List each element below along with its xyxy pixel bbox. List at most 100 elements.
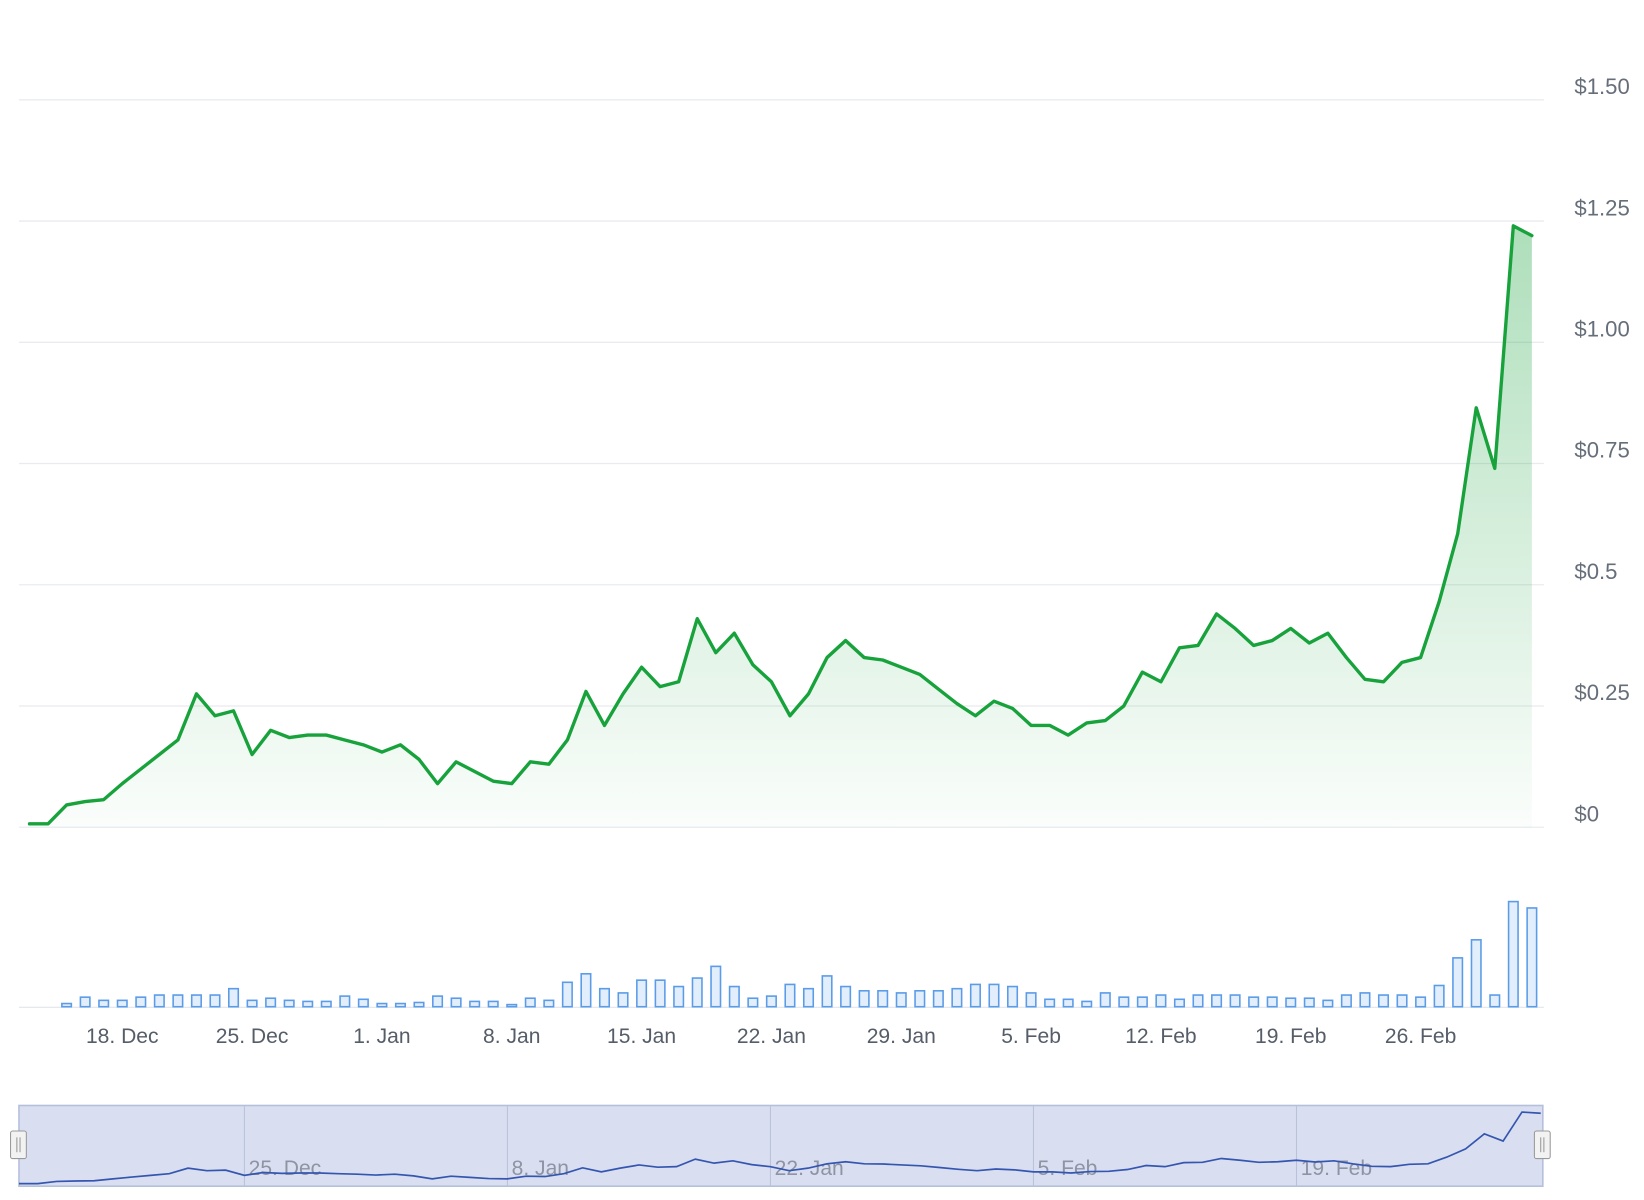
volume-bar (487, 1000, 499, 1008)
volume-bar (190, 994, 202, 1008)
volume-bar (1433, 984, 1445, 1008)
volume-bar (1229, 994, 1241, 1008)
volume-bar (1489, 994, 1501, 1008)
volume-bar (1415, 996, 1427, 1008)
volume-bar (227, 987, 240, 1008)
volume-bar (135, 996, 147, 1008)
volume-bar (1303, 997, 1315, 1008)
volume-bar (1062, 998, 1074, 1008)
x-tick-label: 19. Feb (1255, 1025, 1326, 1048)
volume-bar (98, 999, 110, 1008)
volume-bar (784, 983, 796, 1008)
volume-bar (1192, 994, 1204, 1008)
volume-bar (1118, 996, 1130, 1008)
volume-bar (116, 999, 128, 1008)
navigator-label: 19. Feb (1301, 1157, 1372, 1180)
volume-bar (506, 1003, 518, 1008)
volume-bar (561, 981, 573, 1008)
volume-bar (1007, 985, 1019, 1008)
volume-bar (1340, 994, 1352, 1008)
volume-bar (932, 990, 944, 1008)
volume-bar (1396, 994, 1408, 1008)
volume-bar (79, 996, 91, 1008)
volume-bar (265, 997, 277, 1008)
navigator-line (18, 1111, 1541, 1185)
plot (27, 224, 1534, 828)
volume-bar (1173, 998, 1185, 1008)
volume-bar (673, 985, 685, 1008)
volume-bar (320, 1000, 332, 1008)
volume-bar (1526, 907, 1538, 1008)
x-tick-label: 18. Dec (86, 1025, 159, 1048)
y-tick-label: $0.5 (1574, 559, 1617, 584)
volume-bar (1507, 900, 1519, 1008)
x-tick-label: 25. Dec (216, 1025, 289, 1048)
y-tick-label: $1.00 (1574, 316, 1629, 341)
volume-bar (1155, 994, 1167, 1008)
volume-bar (580, 973, 592, 1008)
volume-bar (877, 990, 889, 1008)
volume-bar (339, 995, 351, 1008)
y-tick-label: $0.75 (1574, 438, 1629, 463)
volume-bar (413, 1001, 425, 1008)
y-tick-label: $0.25 (1574, 680, 1629, 705)
handle-right[interactable] (1533, 1130, 1551, 1160)
volume-bar (61, 1002, 73, 1008)
volume-bar (765, 995, 777, 1008)
volume-bar (617, 992, 629, 1008)
volume-bar (246, 999, 258, 1008)
volume-bar (654, 979, 666, 1008)
volume-bar (209, 994, 221, 1008)
x-tick-label: 15. Jan (607, 1025, 676, 1048)
navigator-label: 5. Feb (1038, 1157, 1098, 1180)
volume-bar (969, 983, 981, 1008)
volume-bar (840, 985, 852, 1008)
volume-bar (710, 965, 722, 1008)
volume-bar (1322, 999, 1334, 1008)
volume-bar (858, 990, 870, 1008)
volume-bar (747, 997, 759, 1008)
volume-bar (1452, 957, 1464, 1008)
area-fill (29, 225, 1532, 828)
volume-bar (1081, 1000, 1093, 1008)
volume-bar (394, 1002, 406, 1008)
volume-bar (1285, 997, 1297, 1008)
volume-bar (1025, 992, 1037, 1008)
volume-bar (283, 999, 295, 1008)
x-tick-label: 26. Feb (1385, 1025, 1456, 1048)
volume-bar (636, 979, 648, 1008)
volume-bar (172, 994, 184, 1008)
volume-bar (598, 987, 611, 1008)
volume-bar (821, 975, 833, 1008)
y-tick-label: $1.25 (1574, 195, 1629, 220)
x-tick-label: 29. Jan (867, 1025, 936, 1048)
volume-bar (450, 997, 462, 1008)
volume-bar (802, 987, 815, 1008)
volume-bar (895, 992, 907, 1008)
volume-bar (376, 1002, 388, 1008)
volume-bar (914, 990, 926, 1008)
volume-bar (1248, 996, 1260, 1008)
x-tick-label: 22. Jan (737, 1025, 806, 1048)
volume-bar (1136, 996, 1148, 1008)
volume-bar (691, 977, 703, 1008)
y-tick-label: $1.50 (1574, 74, 1629, 99)
handle-left[interactable] (10, 1130, 27, 1160)
volume-bar (543, 999, 555, 1008)
volume-bar (1211, 994, 1223, 1008)
volume-bar (1266, 996, 1278, 1008)
volume-bar (469, 1000, 481, 1008)
price-line (27, 224, 1534, 826)
x-tick-label: 8. Jan (483, 1025, 540, 1048)
volume-bar (1099, 992, 1111, 1008)
navigator: 25. Dec 8. Jan 22. Jan 5. Feb 19. Feb (18, 1104, 1544, 1187)
navigator-label: 25. Dec (249, 1157, 322, 1180)
x-tick-label: 12. Feb (1125, 1025, 1196, 1048)
grid: $0 $0.25 $0.5 $0.75 $1.00 $1.25 $1.50 18. Dec 25… (18, 74, 1630, 1048)
volume-bar (1044, 998, 1056, 1008)
volume-bar (1470, 939, 1482, 1008)
volume-bar (432, 995, 444, 1008)
volume-bar (357, 998, 369, 1008)
